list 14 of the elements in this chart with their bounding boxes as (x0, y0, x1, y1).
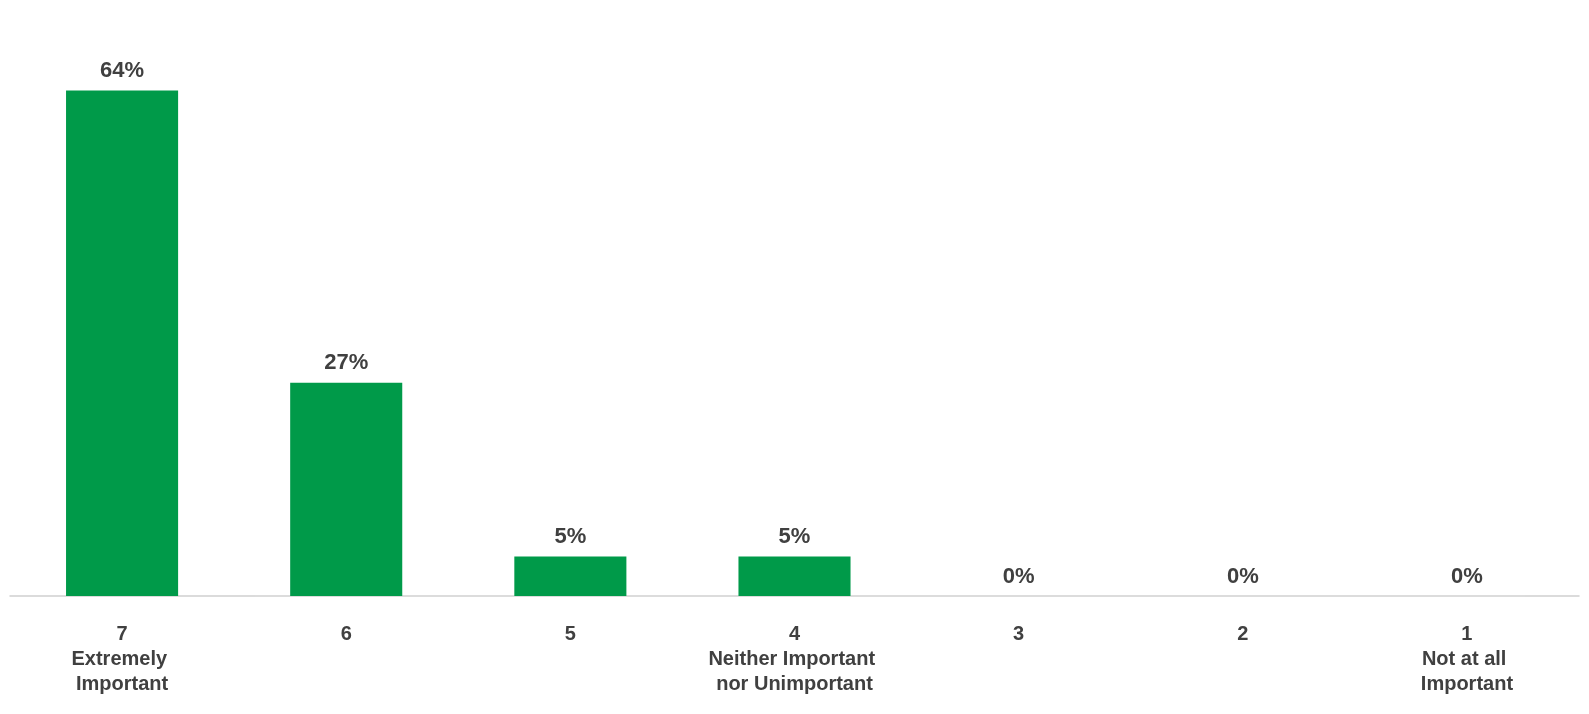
data-label: 5% (778, 523, 811, 548)
data-label: 0% (1451, 562, 1483, 588)
x-tick-label: 2 (1237, 621, 1249, 644)
data-label: 64% (100, 56, 145, 82)
data-label: 0% (1226, 562, 1259, 588)
data-label: 5% (554, 523, 587, 548)
x-tick-label: 3 (1013, 621, 1025, 644)
data-label: 0% (1002, 562, 1035, 588)
x-tick-label: 4 Neither Important nor Unimportant (708, 621, 881, 694)
x-tick-label: 1 Not at all Important (1420, 621, 1514, 694)
x-tick-label: 7 Extremely Important (71, 621, 173, 694)
x-tick-label: 6 (340, 621, 352, 644)
data-label: 27% (324, 349, 369, 375)
x-tick-label: 5 (564, 621, 576, 644)
